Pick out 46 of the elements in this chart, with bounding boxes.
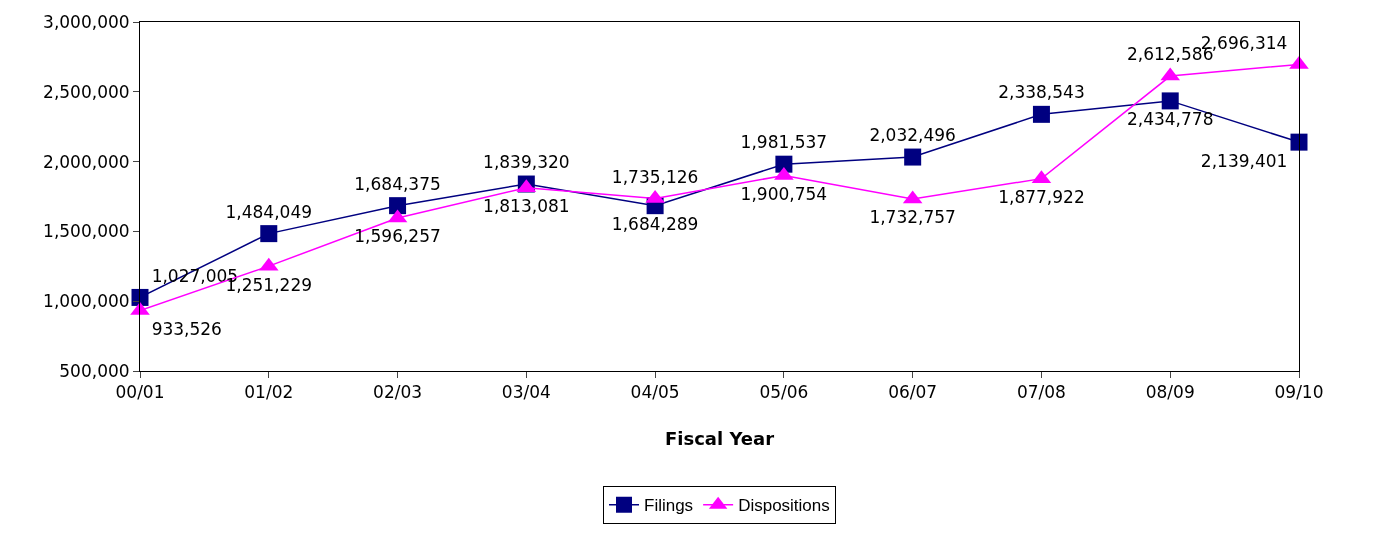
y-tick-label: 2,500,000 bbox=[43, 81, 130, 102]
legend-label: Filings bbox=[644, 496, 694, 516]
x-tick-label: 05/06 bbox=[759, 382, 809, 403]
x-tick-label: 09/10 bbox=[1274, 382, 1324, 403]
x-tick-label: 03/04 bbox=[501, 382, 551, 403]
point bbox=[389, 197, 407, 215]
data-label: 1,839,320 bbox=[483, 152, 570, 173]
data-label: 1,732,757 bbox=[869, 207, 956, 228]
x-tick-label: 08/09 bbox=[1145, 382, 1195, 403]
point bbox=[1289, 55, 1309, 69]
data-label: 2,032,496 bbox=[869, 125, 956, 146]
data-label: 1,596,257 bbox=[354, 226, 441, 247]
x-tick-label: 02/03 bbox=[373, 382, 423, 403]
point bbox=[774, 166, 794, 180]
y-tick-label: 2,000,000 bbox=[43, 151, 130, 172]
legend-label: Dispositions bbox=[738, 496, 830, 516]
x-tick-label: 07/08 bbox=[1016, 382, 1066, 403]
x-tick-label: 06/07 bbox=[888, 382, 938, 403]
data-label: 933,526 bbox=[151, 318, 222, 339]
data-label: 2,338,543 bbox=[998, 82, 1085, 103]
point bbox=[130, 301, 150, 315]
point bbox=[904, 148, 922, 166]
data-label: 2,139,401 bbox=[1200, 150, 1288, 171]
x-axis-title: Fiscal Year bbox=[664, 427, 775, 449]
data-label: 1,484,049 bbox=[225, 201, 313, 222]
point bbox=[1290, 133, 1308, 151]
data-label: 1,900,754 bbox=[740, 183, 828, 204]
x-tick-label: 01/02 bbox=[244, 382, 294, 403]
data-label: 1,981,537 bbox=[740, 132, 828, 153]
y-tick-label: 500,000 bbox=[59, 360, 130, 381]
data-label: 1,813,081 bbox=[483, 196, 570, 217]
point bbox=[131, 288, 149, 306]
y-tick-label: 1,000,000 bbox=[43, 291, 130, 312]
y-tick-label: 3,000,000 bbox=[43, 11, 130, 32]
x-tick-label: 00/01 bbox=[115, 382, 165, 403]
point bbox=[1161, 92, 1179, 110]
x-tick-label: 04/05 bbox=[630, 382, 680, 403]
data-label: 1,735,126 bbox=[611, 166, 699, 187]
data-label: 1,684,375 bbox=[354, 173, 441, 194]
data-label: 1,877,922 bbox=[998, 187, 1085, 208]
data-label: 1,684,289 bbox=[611, 214, 699, 235]
point bbox=[1032, 105, 1050, 123]
y-tick-label: 1,500,000 bbox=[43, 221, 130, 242]
data-label: 2,434,778 bbox=[1126, 109, 1214, 130]
point bbox=[260, 225, 278, 243]
point bbox=[775, 155, 793, 173]
